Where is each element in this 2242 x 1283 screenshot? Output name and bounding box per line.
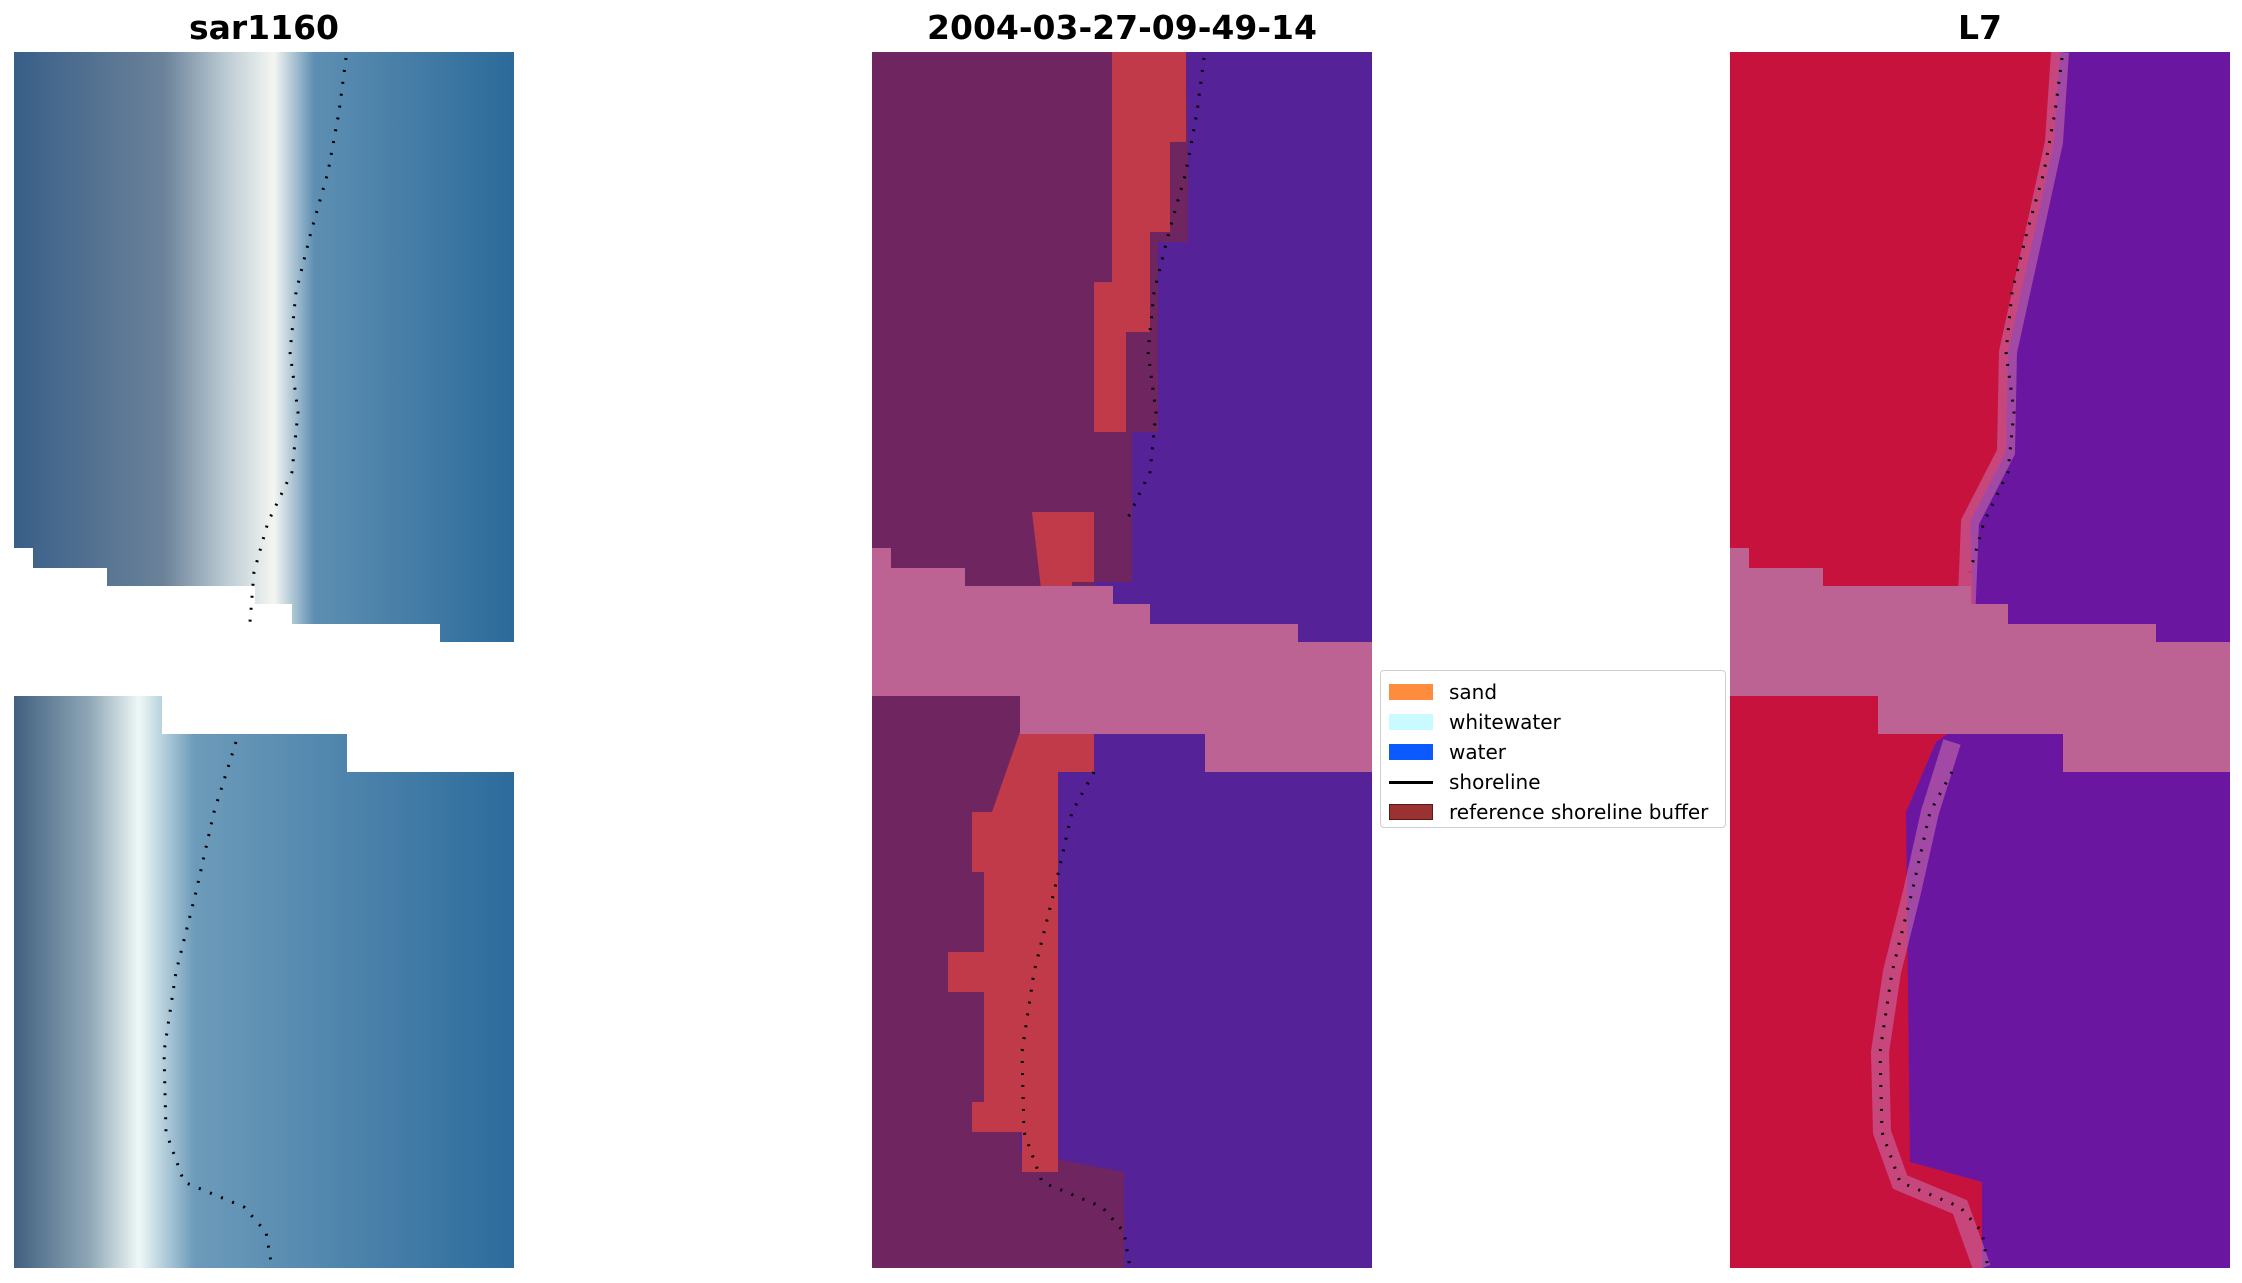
title-date: 2004-03-27-09-49-14 xyxy=(927,8,1317,47)
index-image xyxy=(1730,52,2230,1268)
title-satellite: L7 xyxy=(1958,8,2002,47)
shoreline-line xyxy=(248,57,348,623)
rgb-image xyxy=(14,52,514,1268)
legend-label: reference shoreline buffer xyxy=(1449,800,1709,824)
classified-image-panel xyxy=(872,52,1372,1268)
whitewater-swatch xyxy=(1389,714,1433,730)
rgb-image-panel xyxy=(14,52,514,1268)
title-rgb: sar1160 xyxy=(188,8,340,47)
shoreline-swatch xyxy=(1389,780,1433,784)
legend-item-sand: sand xyxy=(1389,677,1717,707)
legend: sand whitewater water shoreline referenc… xyxy=(1380,670,1726,828)
legend-item-whitewater: whitewater xyxy=(1389,707,1717,737)
water-swatch xyxy=(1389,744,1433,760)
legend-label: sand xyxy=(1449,680,1498,704)
legend-label: whitewater xyxy=(1449,710,1561,734)
classified-image xyxy=(872,52,1372,1268)
reference-buffer-swatch xyxy=(1389,804,1433,820)
legend-item-water: water xyxy=(1389,737,1717,767)
legend-label: shoreline xyxy=(1449,770,1541,794)
index-image-panel xyxy=(1730,52,2230,1268)
legend-item-shoreline: shoreline xyxy=(1389,767,1717,797)
legend-label: water xyxy=(1449,740,1506,764)
sand-swatch xyxy=(1389,684,1433,700)
legend-item-reference-buffer: reference shoreline buffer xyxy=(1389,797,1717,827)
